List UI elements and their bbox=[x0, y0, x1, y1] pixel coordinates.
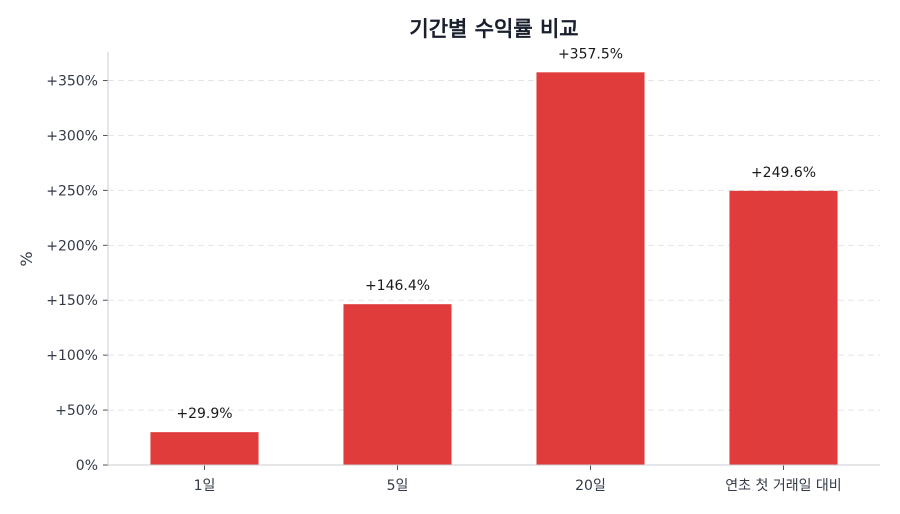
y-tick-label: +100% bbox=[46, 348, 98, 364]
bar bbox=[536, 72, 645, 465]
x-tick-label: 1일 bbox=[194, 478, 216, 494]
data-label: +29.9% bbox=[176, 406, 232, 422]
x-tick-label: 5일 bbox=[387, 478, 409, 494]
y-tick-label: +50% bbox=[55, 403, 98, 419]
bar bbox=[150, 432, 259, 465]
y-tick-label: +250% bbox=[46, 183, 98, 199]
x-tick-label: 연초 첫 거래일 대비 bbox=[725, 478, 841, 494]
bar bbox=[729, 190, 838, 465]
y-tick-label: +300% bbox=[46, 128, 98, 144]
data-label: +146.4% bbox=[365, 278, 430, 294]
y-tick-label: +350% bbox=[46, 74, 98, 90]
data-label: +357.5% bbox=[558, 46, 623, 62]
y-axis-label: % bbox=[17, 251, 36, 266]
x-tick-label: 20일 bbox=[575, 478, 606, 494]
y-tick-label: +150% bbox=[46, 293, 98, 309]
y-tick-label: +200% bbox=[46, 238, 98, 254]
data-label: +249.6% bbox=[751, 165, 816, 181]
bar bbox=[343, 304, 452, 465]
chart-title: 기간별 수익률 비교 bbox=[409, 17, 578, 41]
y-tick-label: 0% bbox=[76, 458, 98, 474]
